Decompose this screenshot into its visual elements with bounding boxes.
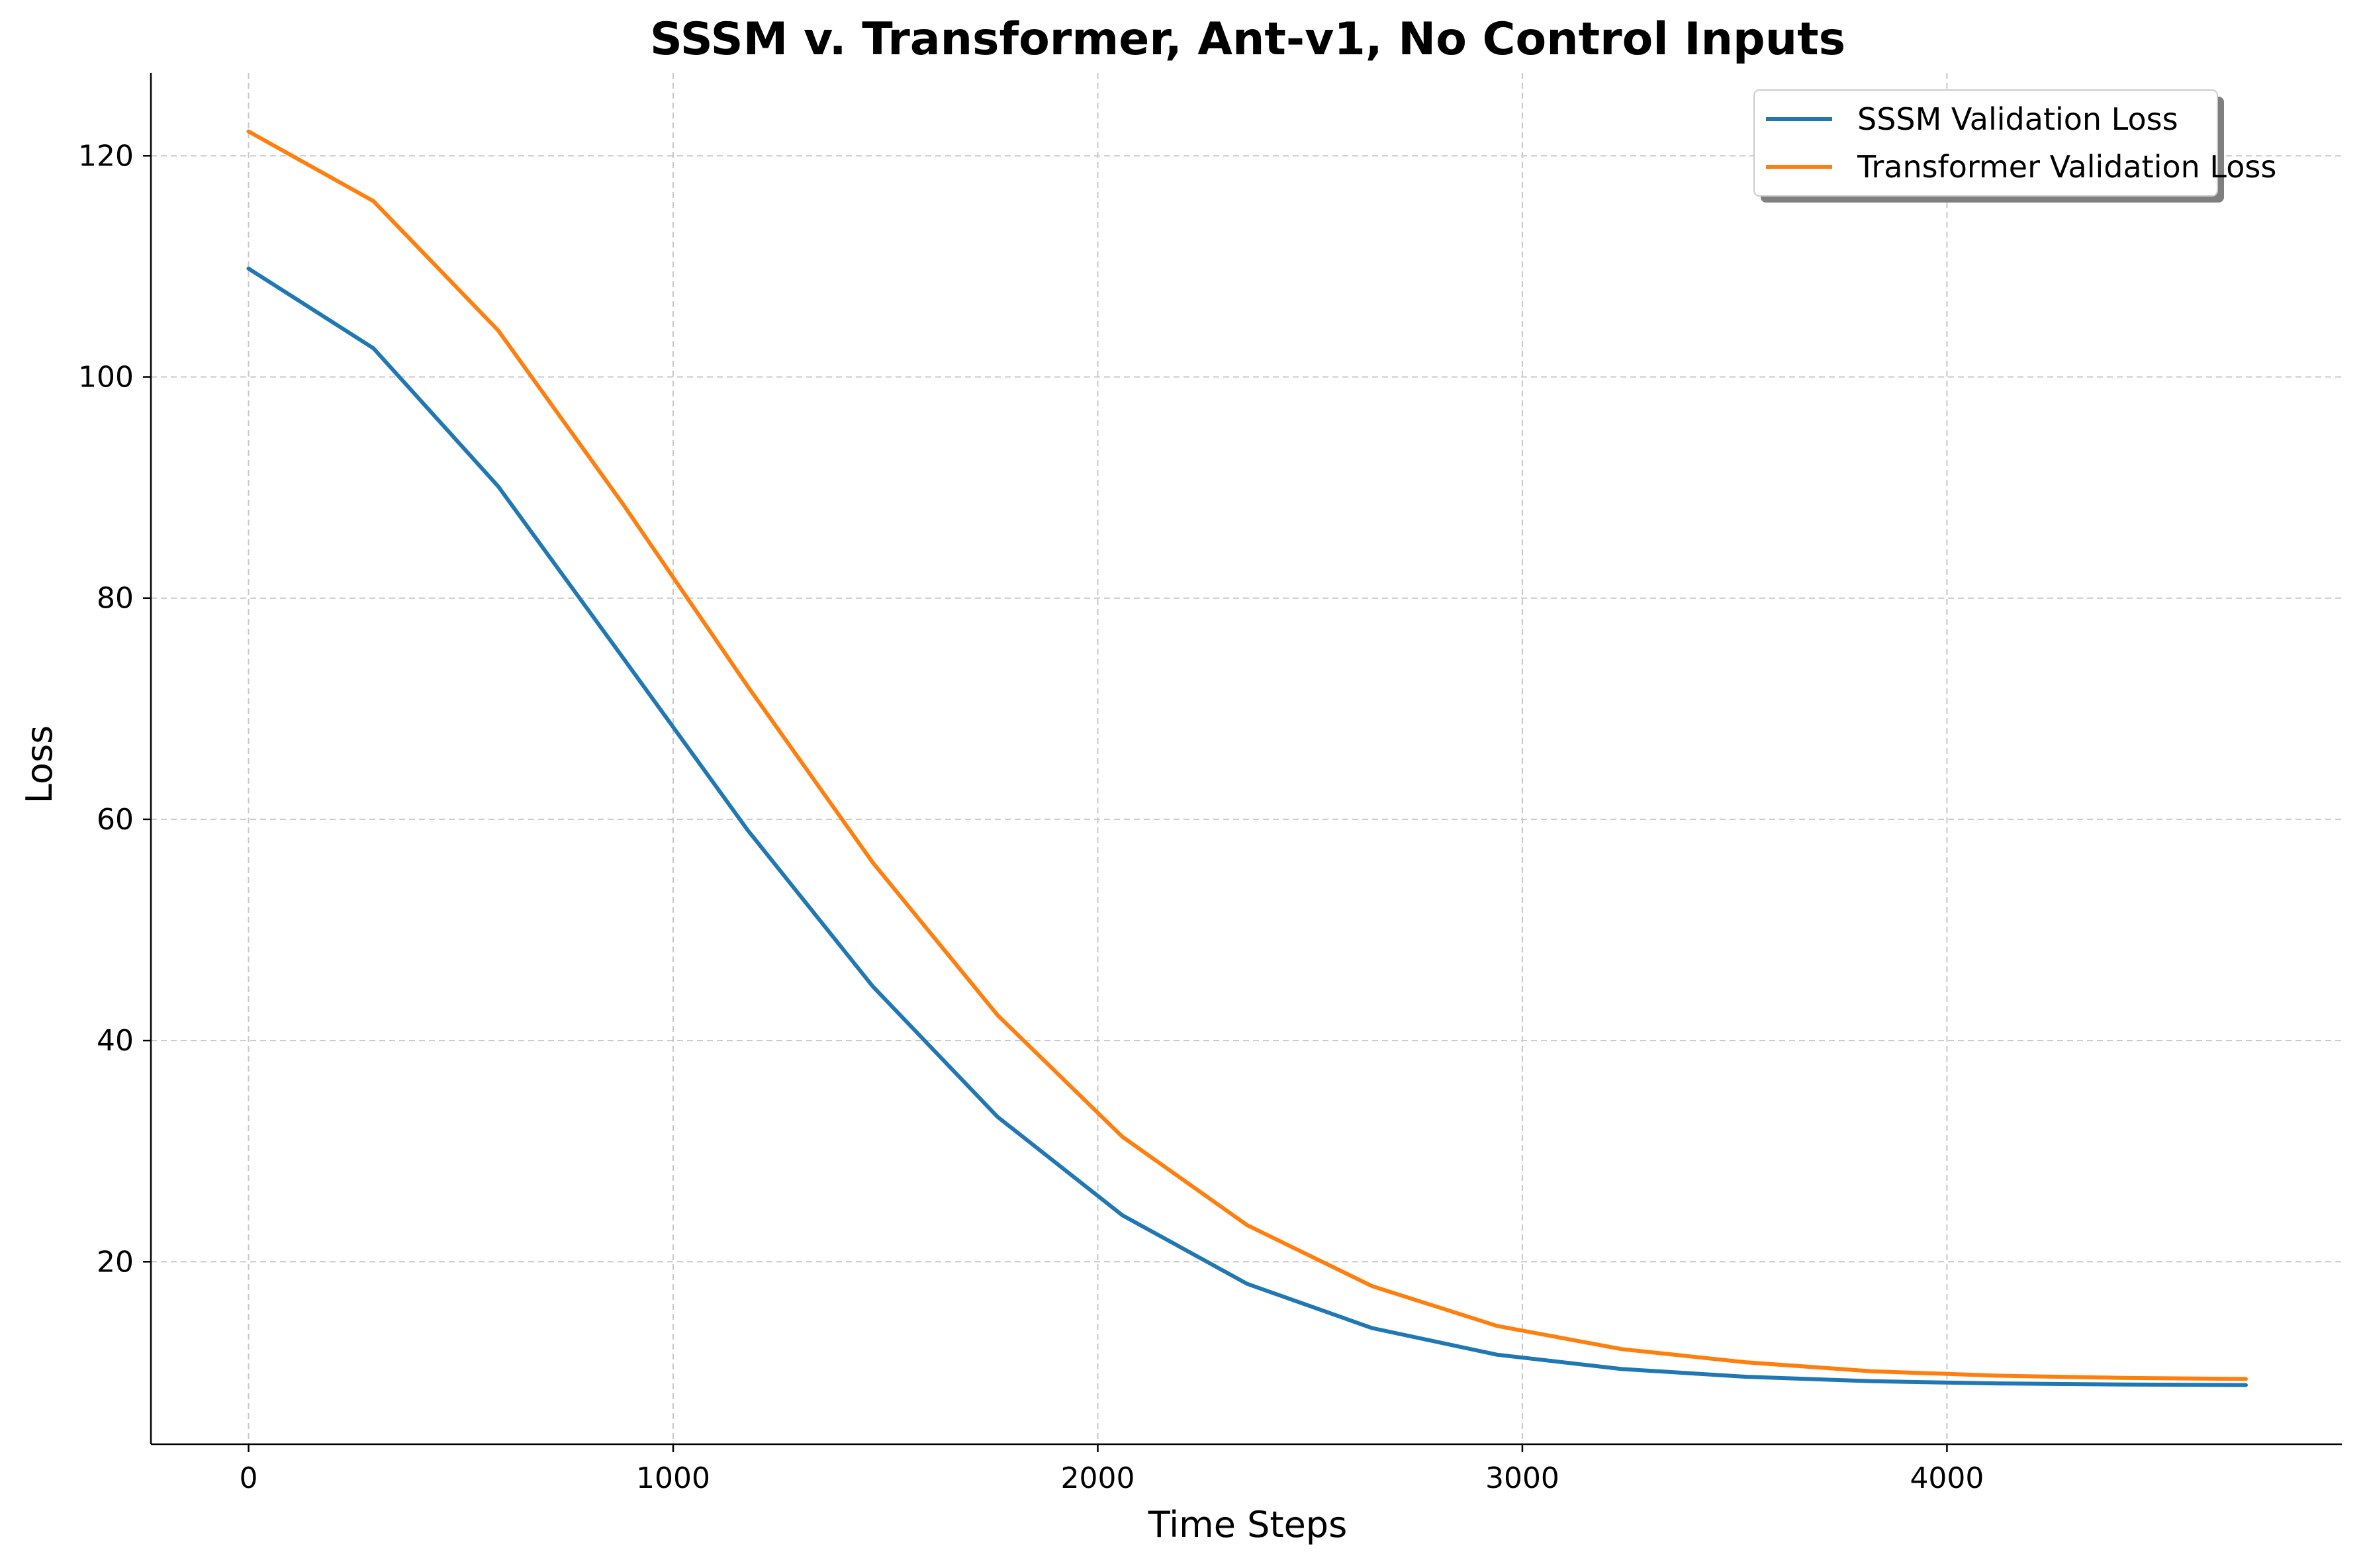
grid	[151, 73, 2342, 1444]
legend-label: SSSM Validation Loss	[1857, 101, 2178, 137]
y-tick-label: 120	[78, 139, 134, 173]
y-tick-label: 20	[97, 1245, 134, 1279]
tick-marks: 0 1000 2000 3000 4000 20 40 60 80 100 120	[78, 139, 1984, 1495]
x-tick-label: 1000	[636, 1461, 710, 1495]
y-tick-label: 100	[78, 361, 134, 394]
x-tick-label: 2000	[1060, 1461, 1135, 1495]
legend: SSSM Validation Loss Transformer Validati…	[1753, 89, 2276, 203]
axes	[150, 73, 2342, 1446]
series-line-transformer	[246, 129, 2248, 1381]
x-axis-label: Time Steps	[1148, 1504, 1347, 1545]
x-tick-label: 4000	[1910, 1461, 1984, 1495]
series-lines	[246, 129, 2248, 1387]
legend-label: Transformer Validation Loss	[1857, 149, 2276, 185]
chart-title: SSSM v. Transformer, Ant-v1, No Control …	[650, 13, 1845, 66]
y-tick-label: 80	[97, 582, 134, 616]
series-line-sssm	[246, 266, 2248, 1387]
x-tick-label: 0	[240, 1461, 258, 1495]
y-tick-label: 40	[97, 1024, 134, 1058]
legend-box	[1753, 89, 2218, 197]
x-tick-label: 3000	[1485, 1461, 1559, 1495]
y-axis-label: Loss	[19, 725, 60, 804]
y-tick-label: 60	[97, 803, 134, 837]
